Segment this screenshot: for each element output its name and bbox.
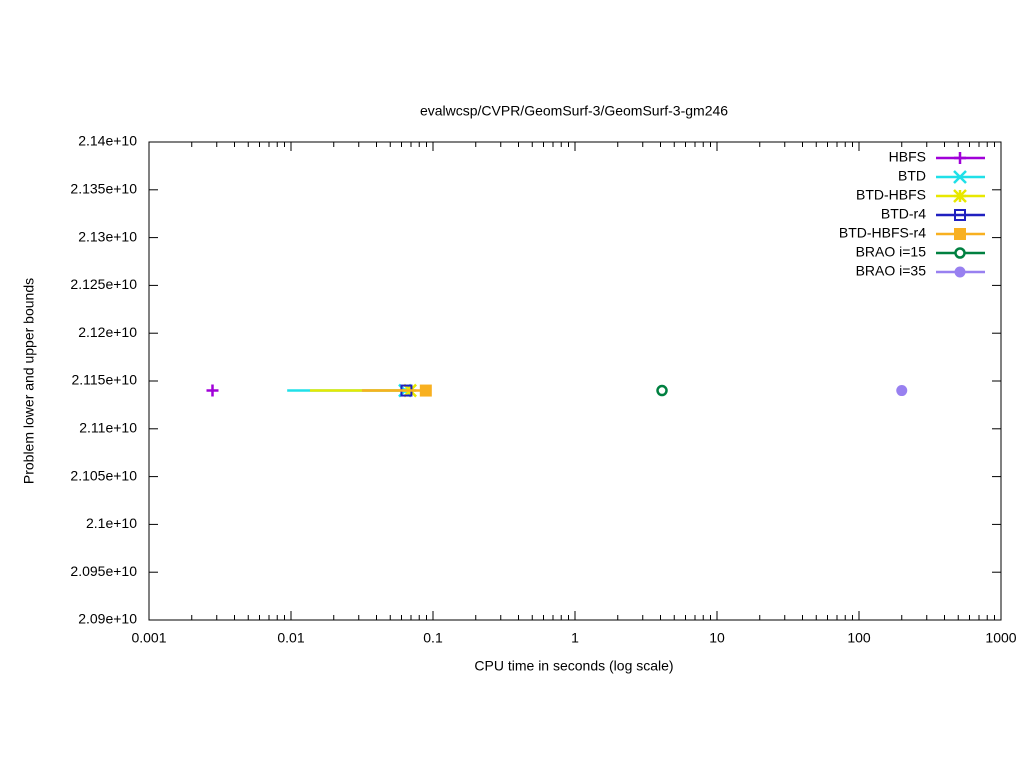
marker bbox=[896, 385, 908, 397]
y-tick-label: 2.115e+10 bbox=[71, 372, 137, 388]
marker bbox=[206, 384, 219, 397]
marker bbox=[656, 384, 668, 397]
x-tick-label: 0.01 bbox=[277, 630, 304, 646]
x-tick-label: 0.1 bbox=[423, 630, 443, 646]
y-tick-label: 2.11e+10 bbox=[79, 420, 137, 436]
y-tick-label: 2.125e+10 bbox=[70, 276, 137, 292]
legend-marker bbox=[954, 266, 966, 278]
y-tick-label: 2.135e+10 bbox=[70, 181, 137, 197]
x-tick-label: 10 bbox=[709, 630, 725, 646]
y-tick-label: 2.13e+10 bbox=[78, 228, 137, 244]
x-tick-label: 100 bbox=[847, 630, 871, 646]
legend-label: BTD-HBFS-r4 bbox=[839, 225, 926, 241]
legend-marker bbox=[954, 209, 966, 221]
x-tick-label: 0.001 bbox=[131, 630, 166, 646]
y-tick-label: 2.09e+10 bbox=[78, 611, 137, 627]
y-tick-label: 2.14e+10 bbox=[78, 133, 137, 149]
legend-label: BRAO i=35 bbox=[856, 263, 927, 279]
x-tick-label: 1000 bbox=[985, 630, 1016, 646]
legend-label: BRAO i=15 bbox=[856, 244, 927, 260]
legend-marker bbox=[953, 170, 967, 184]
legend-label: BTD bbox=[898, 168, 926, 184]
marker bbox=[419, 384, 432, 397]
y-tick-label: 2.1e+10 bbox=[86, 515, 137, 531]
y-tick-label: 2.105e+10 bbox=[70, 467, 137, 483]
y-tick-label: 2.12e+10 bbox=[78, 324, 137, 340]
legend-marker bbox=[954, 228, 966, 240]
legend-label: BTD-r4 bbox=[881, 206, 926, 222]
y-axis-label: Problem lower and upper bounds bbox=[21, 278, 37, 484]
legend-label: BTD-HBFS bbox=[856, 187, 926, 203]
legend-marker bbox=[953, 189, 967, 203]
legend-marker bbox=[954, 152, 966, 164]
x-axis-label: CPU time in seconds (log scale) bbox=[474, 658, 673, 674]
legend-marker bbox=[954, 247, 966, 259]
plot-frame bbox=[148, 141, 1002, 621]
chart-title: evalwcsp/CVPR/GeomSurf-3/GeomSurf-3-gm24… bbox=[420, 103, 728, 119]
y-tick-label: 2.095e+10 bbox=[70, 563, 137, 579]
x-tick-label: 1 bbox=[571, 630, 579, 646]
legend-label: HBFS bbox=[889, 149, 926, 165]
